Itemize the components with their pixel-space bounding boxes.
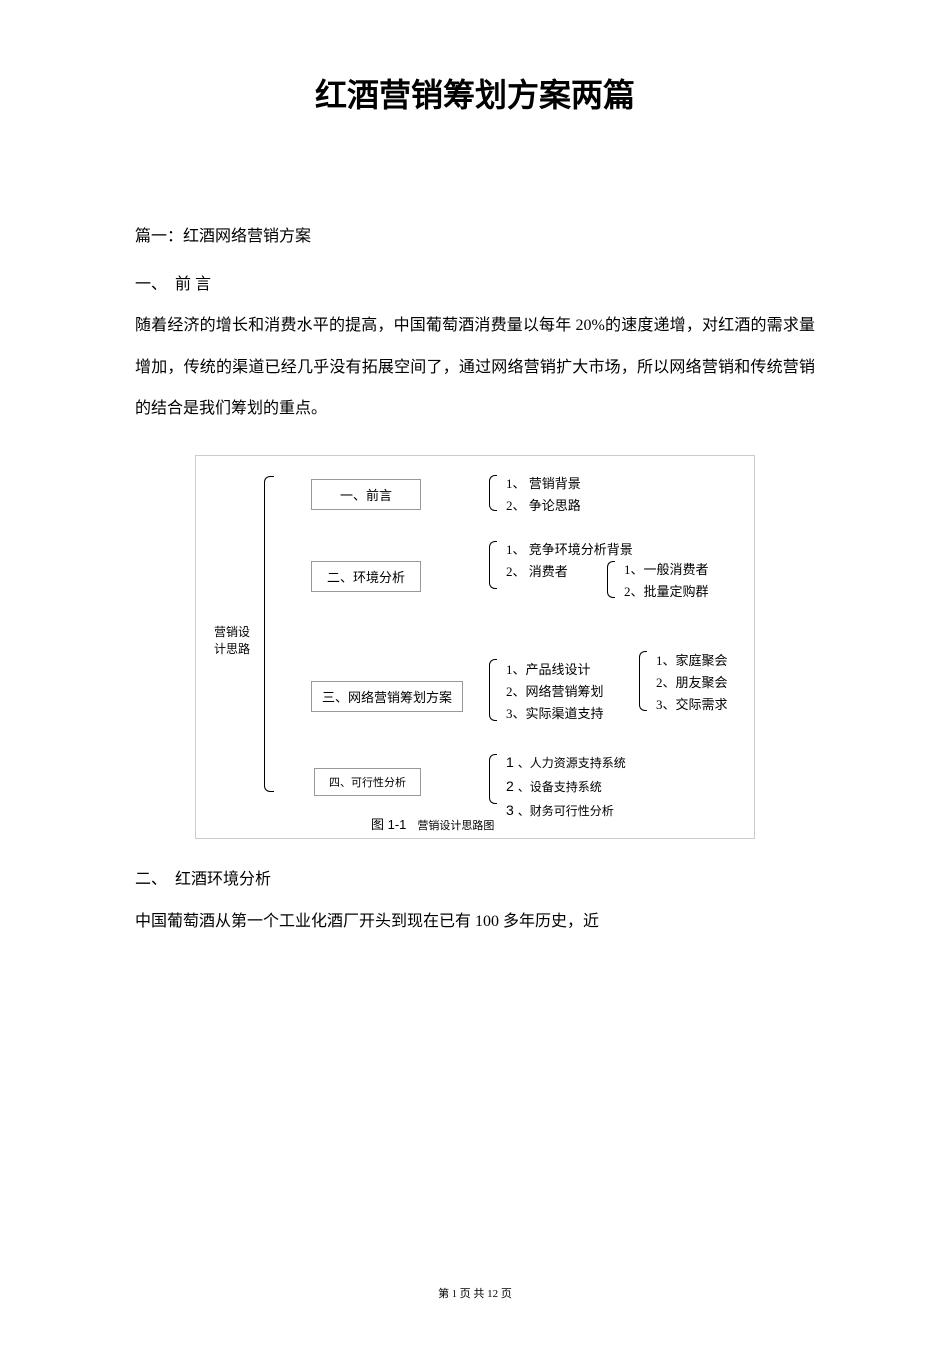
- diagram-node-3: 三、网络营销筹划方案: [311, 681, 463, 712]
- document-title: 红酒营销筹划方案两篇: [135, 70, 815, 116]
- body-content-2: 二、 红酒环境分析 中国葡萄酒从第一个工业化酒厂开头到现在已有 100 多年历史…: [135, 859, 815, 942]
- d1-line1: 1、 营销背景: [506, 473, 581, 495]
- brace-3b: [639, 651, 647, 711]
- diagram-node-4: 四、可行性分析: [314, 768, 421, 796]
- d4-line2: 2 、设备支持系统: [506, 775, 626, 799]
- section2-heading: 二、 红酒环境分析: [135, 859, 815, 901]
- brace-root: [264, 476, 274, 792]
- footer-prefix: 第: [438, 1288, 452, 1300]
- diagram-detail-3b: 1、家庭聚会 2、朋友聚会 3、交际需求: [656, 650, 728, 716]
- d3-line2: 2、网络营销筹划: [506, 681, 604, 703]
- brace-1: [489, 475, 497, 511]
- d3b-line2: 2、朋友聚会: [656, 672, 728, 694]
- caption-text: 营销设计思路图: [406, 820, 494, 832]
- body-content: 篇一：红酒网络营销方案 一、 前 言 随着经济的增长和消费水平的提高，中国葡萄酒…: [135, 216, 815, 430]
- paragraph-1: 随着经济的增长和消费水平的提高，中国葡萄酒消费量以每年 20%的速度递增，对红酒…: [135, 305, 815, 430]
- diagram-root-label: 营销设计思路: [214, 624, 259, 658]
- diagram-detail-2b: 1、一般消费者 2、批量定购群: [624, 559, 709, 603]
- d4-line3: 3 、财务可行性分析: [506, 799, 626, 823]
- diagram-node-1: 一、前言: [311, 479, 421, 510]
- footer-mid: 页 共 12 页: [457, 1288, 512, 1300]
- d1-line2: 2、 争论思路: [506, 495, 581, 517]
- diagram-detail-1: 1、 营销背景 2、 争论思路: [506, 473, 581, 517]
- paragraph-2: 中国葡萄酒从第一个工业化酒厂开头到现在已有 100 多年历史，近: [135, 901, 815, 943]
- section1-sub1: 一、 前 言: [135, 264, 815, 306]
- d3-line1: 1、产品线设计: [506, 659, 604, 681]
- d4-line1: 1 、人力资源支持系统: [506, 751, 626, 775]
- d2b-line1: 1、一般消费者: [624, 559, 709, 581]
- diagram-caption: 图 1-1 营销设计思路图: [371, 814, 494, 833]
- brace-4: [489, 754, 497, 804]
- d3b-line1: 1、家庭聚会: [656, 650, 728, 672]
- brace-2: [489, 541, 497, 589]
- fignum: 图 1-1: [371, 817, 406, 832]
- marketing-diagram: 营销设计思路 一、前言 二、环境分析 三、网络营销筹划方案 四、可行性分析 1、…: [195, 455, 755, 839]
- d2b-line2: 2、批量定购群: [624, 581, 709, 603]
- d2-line1: 1、 竞争环境分析背景: [506, 539, 633, 561]
- d3-line3: 3、实际渠道支持: [506, 703, 604, 725]
- diagram-detail-3: 1、产品线设计 2、网络营销筹划 3、实际渠道支持: [506, 659, 604, 725]
- brace-2b: [607, 561, 615, 598]
- brace-3: [489, 659, 497, 721]
- d3b-line3: 3、交际需求: [656, 694, 728, 716]
- diagram-detail-4: 1 、人力资源支持系统 2 、设备支持系统 3 、财务可行性分析: [506, 751, 626, 822]
- section1-heading: 篇一：红酒网络营销方案: [135, 216, 815, 258]
- diagram-node-2: 二、环境分析: [311, 561, 421, 592]
- page-footer: 第 1 页 共 12 页: [0, 1285, 950, 1301]
